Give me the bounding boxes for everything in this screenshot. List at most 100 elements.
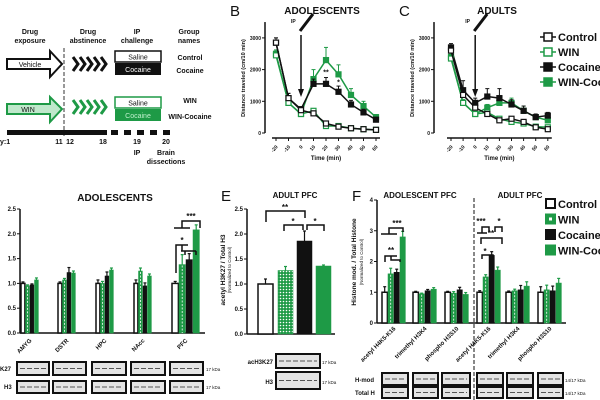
bar [424,290,431,324]
blot-label: H3 [265,380,273,386]
bar [57,282,63,334]
data-point [508,101,515,108]
saline-label: Saline [128,55,148,62]
data-point [372,126,380,133]
significance-label: *** [392,219,402,228]
x-tick-label: 40 [519,144,527,152]
bar [418,293,425,324]
panel-label: C [399,3,410,20]
data-point [472,104,479,111]
data-point [297,107,305,114]
x-tick-label: AMYG [16,338,33,355]
data-point [544,126,551,133]
y-axis-label: Histone mod. / Total Histone [351,218,358,306]
western-blot [52,361,87,376]
bar [399,236,406,324]
blot-kda: 17 kDa [206,385,221,390]
legend-label: Control [558,32,597,44]
data-point [310,110,317,117]
data-point [520,118,527,126]
x-tick-label: NAcc [131,338,147,354]
x-axis-label: Time (min) [484,156,514,162]
x-tick-label: 60 [543,144,551,152]
brain-label: Brain [157,150,175,157]
y-tick-label: 3000 [250,36,261,42]
group-name: Control [178,55,203,62]
blot-kda: 17 kDa [322,360,337,365]
x-tick-label: -20 [445,144,454,154]
bar [192,229,200,334]
significance-bracket [381,227,404,235]
timeline-tick: 11 [55,139,63,146]
data-point [460,91,467,99]
data-point [532,114,539,121]
y-axis-sublabel: (Normalized to Control) [359,238,364,285]
data-point [520,107,527,114]
x-tick-label: -10 [457,144,466,154]
significance-label: ** [323,69,329,76]
bar [66,272,72,334]
legend-label: WIN [558,47,579,59]
bar [476,291,484,324]
bar [20,282,26,334]
y-tick-label: 0.5 [8,306,17,312]
bar [133,282,139,334]
bar [387,273,394,324]
significance-label: ** [388,246,395,255]
significance-label: *** [476,217,486,226]
x-tick-label: PFC [177,338,190,351]
y-axis-label: Distance traveled (cm/10 min) [410,39,416,117]
bar [430,288,437,324]
data-point [310,80,317,87]
timeline-tick: 19 [133,139,141,146]
significance-label: *** [186,212,196,221]
data-point [335,88,342,95]
y-tick-label: 0.0 [235,332,244,338]
blot-kda: 14/17 kDa [565,378,586,383]
bar [71,272,76,334]
legend-label: WIN-Cocaine [558,246,600,258]
significance-label: * [291,217,295,226]
series-line-WIN [275,55,377,131]
data-point [360,102,367,110]
bar [171,282,180,334]
western-blot [16,380,50,394]
significance-bracket [265,210,306,222]
chart-title: ADULTS [477,6,517,17]
data-point [322,80,330,87]
header: Drug [22,29,38,36]
y-tick-label: 1.5 [8,257,17,263]
data-point [335,123,342,130]
data-point [484,93,491,100]
x-tick-label: 20 [321,144,329,152]
header: names [178,38,200,45]
bar [462,294,469,324]
significance-bracket [481,254,494,259]
bar [315,265,332,335]
significance-label: ** [488,229,495,238]
western-blot [16,361,50,376]
data-point [460,99,467,106]
legend-marker [543,62,553,72]
bar [34,279,39,334]
timeline-bar [7,130,107,135]
data-point [447,47,455,54]
bar [393,272,400,324]
legend-label: Control [558,199,597,211]
bar [450,292,457,324]
data-point [285,95,292,102]
x-tick-label: phospho H3S10 [424,326,461,363]
bar [257,283,274,335]
y-axis-label: acetyl H3K27 / Total H3 [220,234,227,305]
data-point [472,110,479,118]
bar [549,290,556,324]
significance-label: ** [282,203,289,212]
x-tick-label: 10 [309,144,317,152]
x-tick-label: 30 [334,144,342,152]
data-point [532,124,539,131]
header: exposure [14,38,45,45]
significance-bracket [175,244,197,273]
significance-label: * [483,247,487,256]
y-tick-label: 0 [370,321,374,327]
significance-bracket [174,220,201,229]
